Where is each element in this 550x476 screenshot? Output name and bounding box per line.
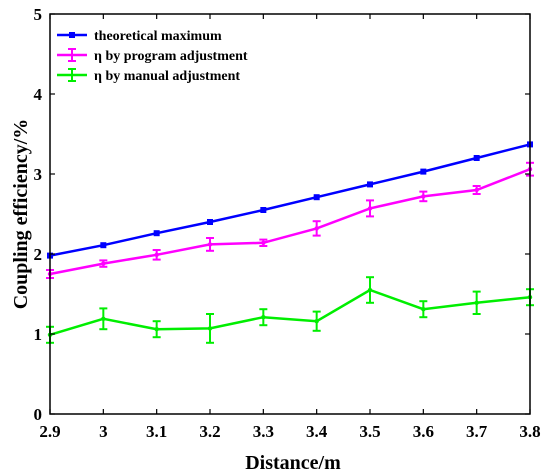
legend-entry-1: η by program adjustment bbox=[57, 48, 248, 64]
y-tick-label: 3 bbox=[34, 165, 43, 184]
x-tick-label: 3.8 bbox=[519, 422, 540, 441]
legend: theoretical maximum η by program adjustme… bbox=[57, 29, 248, 84]
y-tick-label: 0 bbox=[34, 405, 43, 424]
data-point bbox=[313, 194, 320, 201]
plot-frame bbox=[49, 13, 531, 415]
series-line bbox=[49, 143, 531, 257]
legend-label: η by program adjustment bbox=[94, 49, 248, 64]
y-axis-title: Coupling efficiency/% bbox=[10, 119, 32, 310]
x-axis-title: Distance/m bbox=[245, 452, 341, 474]
data-point bbox=[367, 287, 373, 293]
x-tick-label: 3.1 bbox=[146, 422, 167, 441]
x-tick-label: 3.2 bbox=[199, 422, 220, 441]
x-tick-label: 2.9 bbox=[39, 422, 60, 441]
data-point bbox=[474, 187, 479, 193]
legend-entry-0: theoretical maximum bbox=[57, 29, 222, 44]
data-point bbox=[207, 242, 213, 247]
data-point bbox=[474, 300, 479, 305]
series-0 bbox=[47, 141, 533, 259]
x-tick-label: 3.3 bbox=[253, 422, 274, 441]
x-tick-label: 3.4 bbox=[306, 422, 328, 441]
plot-area bbox=[46, 141, 534, 344]
data-point bbox=[473, 155, 480, 161]
data-point bbox=[367, 181, 373, 188]
axes: 2.9 3 3.1 3.2 3.3 3.4 3.5 3.6 3.7 3.8 0 1 2 3 4 5 bbox=[34, 5, 541, 441]
data-point bbox=[207, 326, 213, 331]
series-line bbox=[49, 168, 531, 276]
x-tick-label: 3.6 bbox=[413, 422, 434, 441]
data-point bbox=[420, 168, 427, 175]
data-point bbox=[367, 206, 373, 211]
data-point bbox=[314, 226, 319, 231]
data-point bbox=[261, 240, 266, 245]
data-point bbox=[421, 194, 426, 199]
data-point bbox=[154, 327, 159, 332]
data-point bbox=[261, 315, 266, 320]
data-point bbox=[153, 230, 160, 237]
legend-marker bbox=[69, 32, 75, 38]
series-2 bbox=[46, 276, 534, 344]
legend-entry-2: η by manual adjustment bbox=[57, 68, 240, 84]
data-point bbox=[154, 252, 159, 257]
y-tick-label: 5 bbox=[34, 5, 43, 24]
x-tick-label: 3.5 bbox=[359, 422, 380, 441]
y-tick-label: 4 bbox=[34, 85, 43, 104]
data-point bbox=[101, 261, 106, 266]
legend-label: η by manual adjustment bbox=[94, 69, 240, 84]
data-point bbox=[207, 219, 213, 225]
series-line bbox=[49, 288, 531, 336]
series-1 bbox=[46, 161, 534, 279]
x-tick-label: 3 bbox=[99, 422, 108, 441]
data-point bbox=[421, 307, 426, 312]
y-tick-label: 1 bbox=[34, 325, 43, 344]
data-point bbox=[260, 207, 267, 213]
y-tick-label: 2 bbox=[34, 245, 43, 264]
x-tick-label: 3.7 bbox=[466, 422, 488, 441]
data-point bbox=[101, 316, 106, 321]
legend-label: theoretical maximum bbox=[94, 29, 222, 44]
data-point bbox=[314, 319, 319, 324]
data-point bbox=[100, 242, 107, 249]
